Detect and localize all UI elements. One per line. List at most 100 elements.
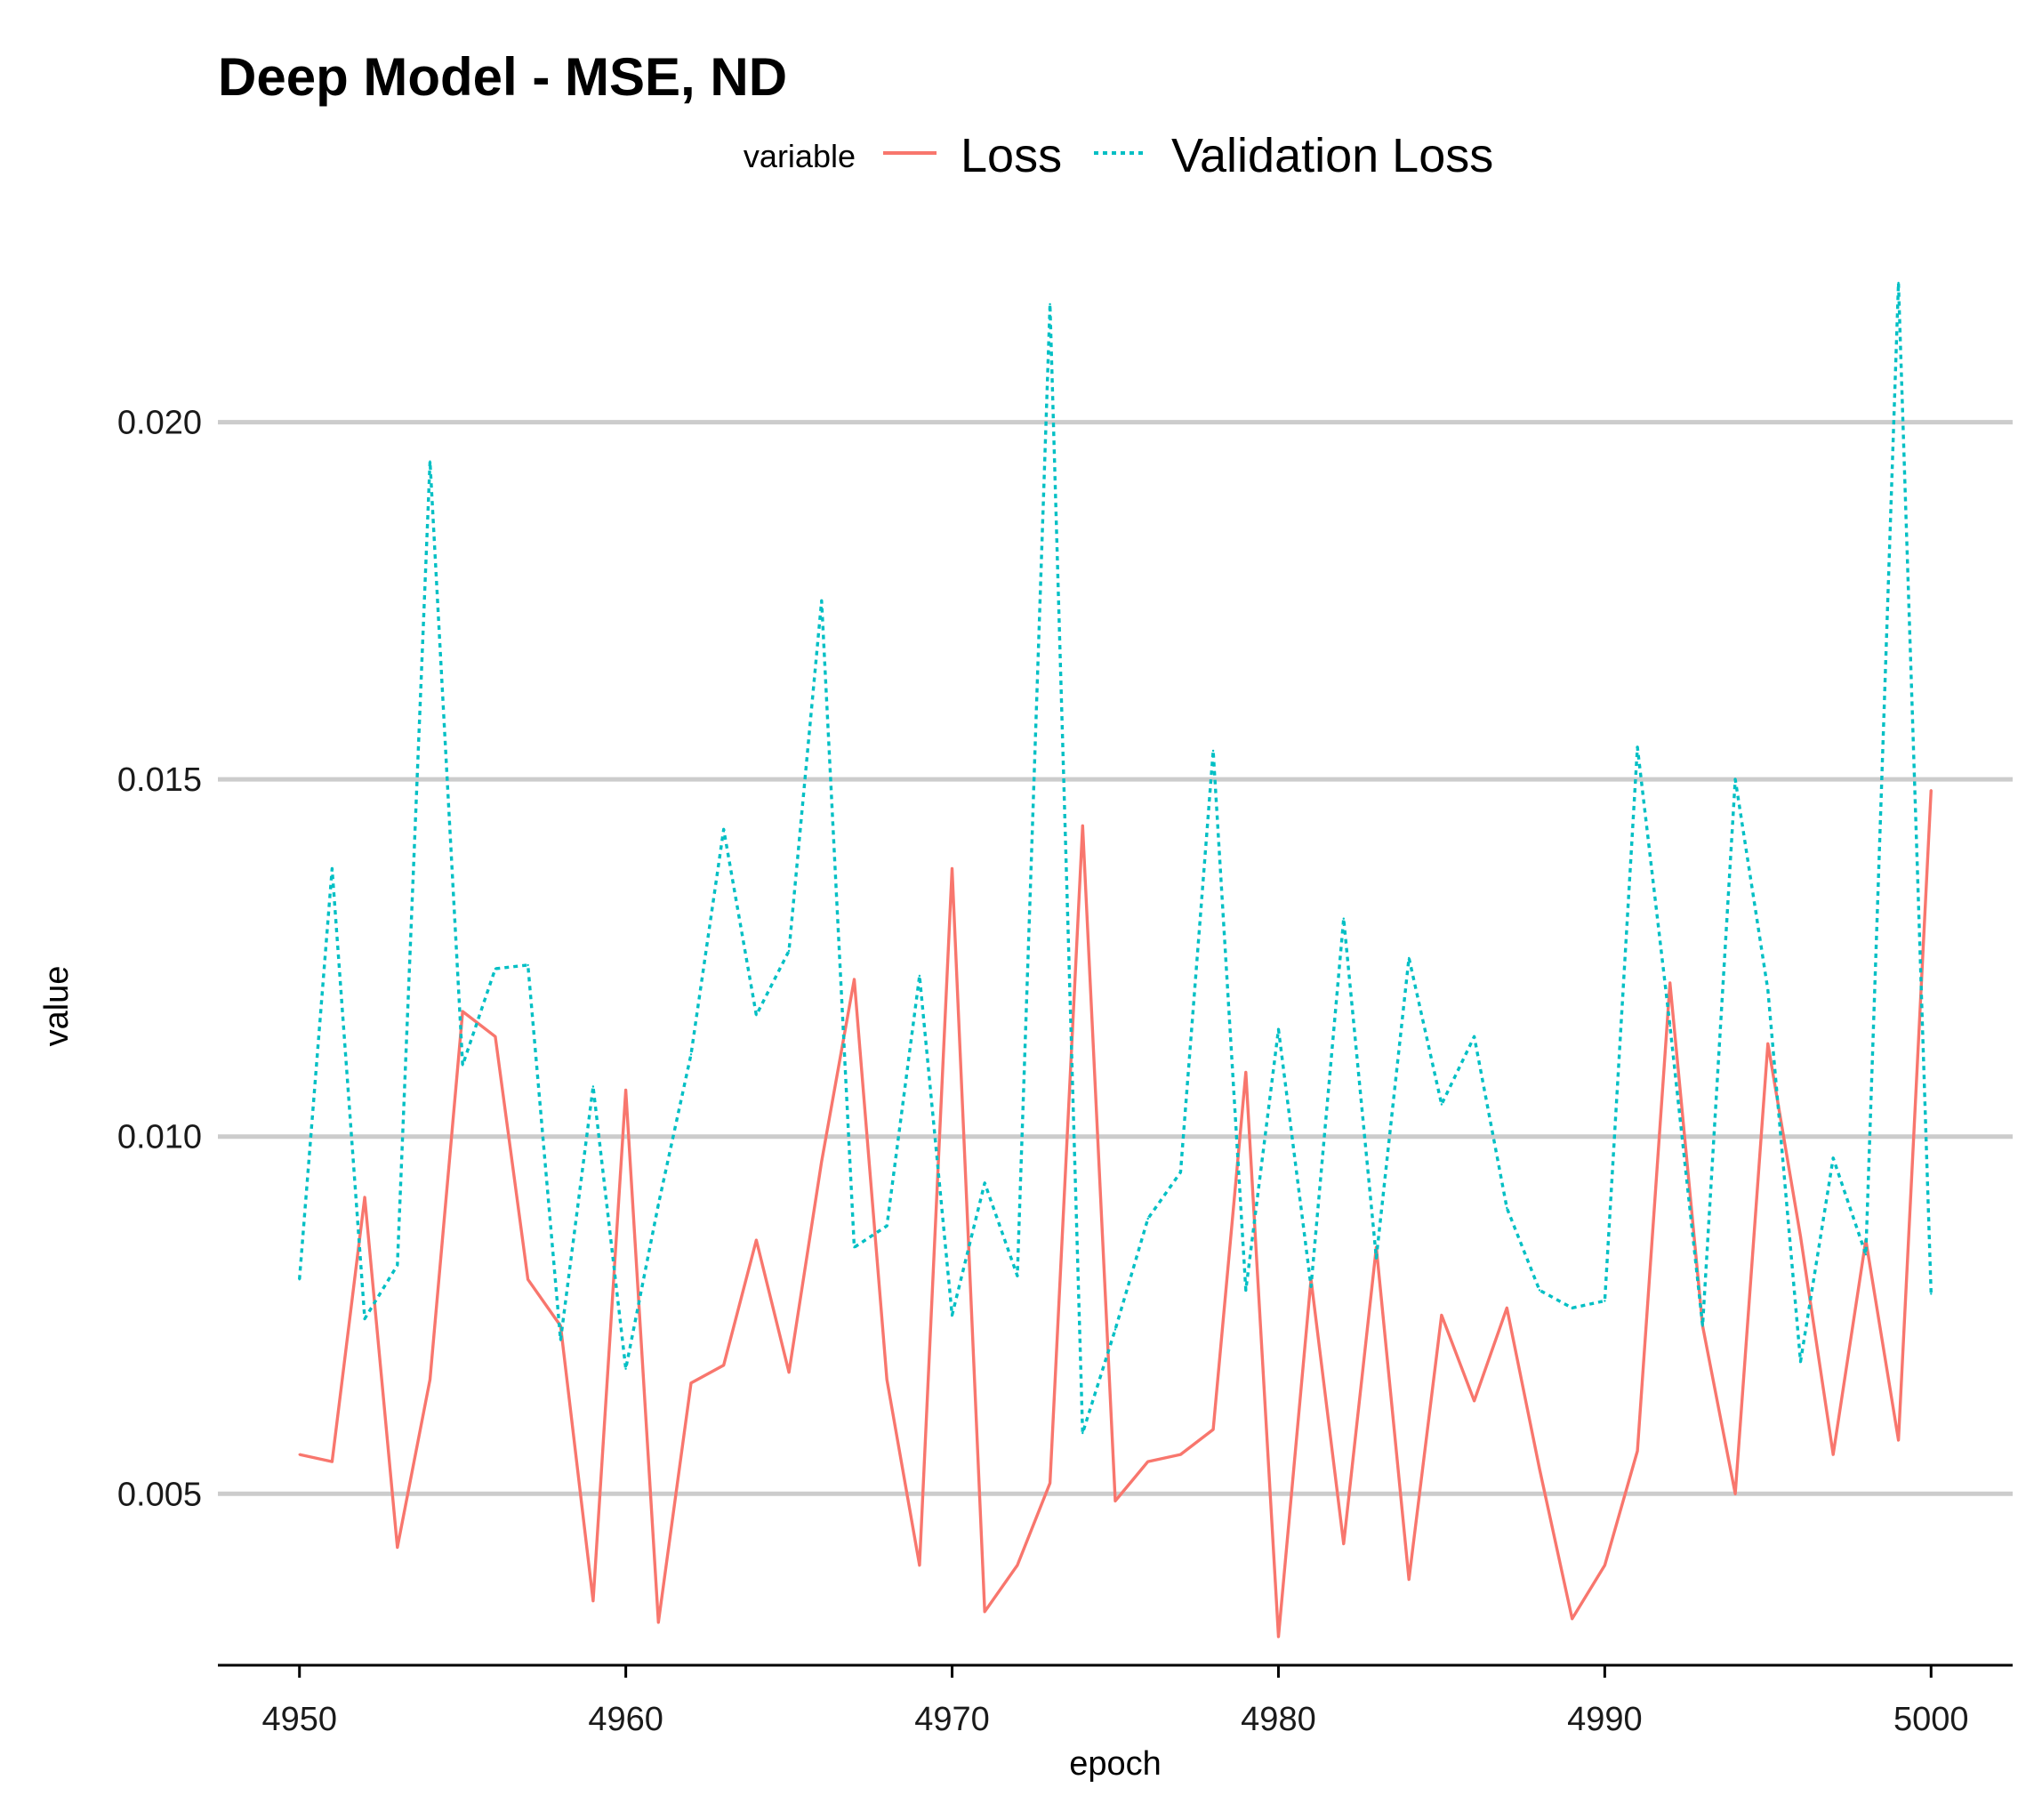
data-point-loss — [494, 1035, 497, 1038]
data-point-validation-loss — [1211, 749, 1215, 753]
series-lines — [298, 281, 1933, 1639]
data-point-validation-loss — [494, 967, 497, 970]
data-point-loss — [591, 1599, 595, 1602]
data-point-loss — [918, 1564, 921, 1566]
data-point-loss — [462, 1010, 464, 1013]
data-point-loss — [722, 1364, 725, 1366]
data-point-loss — [429, 1378, 431, 1381]
data-point-validation-loss — [1277, 1028, 1280, 1031]
data-point-loss — [1897, 1438, 1900, 1442]
y-tick-label: 0.010 — [117, 1119, 202, 1156]
data-point-validation-loss — [918, 974, 921, 978]
data-point-validation-loss — [722, 828, 725, 831]
data-point-loss — [1538, 1467, 1541, 1470]
data-point-validation-loss — [1309, 1285, 1313, 1288]
data-point-validation-loss — [1049, 302, 1051, 306]
data-point-validation-loss — [624, 1367, 627, 1370]
data-point-validation-loss — [951, 1314, 953, 1317]
x-tick-label: 5000 — [1893, 1701, 1969, 1738]
y-tick-label: 0.020 — [117, 405, 202, 442]
data-point-loss — [1113, 1500, 1117, 1502]
x-tick-label: 4980 — [1241, 1701, 1316, 1738]
data-point-validation-loss — [396, 1264, 398, 1267]
data-point-loss — [1604, 1564, 1606, 1566]
data-point-validation-loss — [1604, 1300, 1606, 1302]
data-point-validation-loss — [1733, 777, 1737, 781]
data-point-loss — [820, 1160, 823, 1164]
data-point-validation-loss — [331, 867, 334, 870]
x-axis-title: epoch — [1069, 1745, 1162, 1783]
data-point-loss — [1277, 1635, 1280, 1639]
data-point-validation-loss — [1832, 1156, 1835, 1160]
data-point-loss — [1179, 1453, 1182, 1456]
data-point-validation-loss — [559, 1339, 562, 1341]
data-point-loss — [1473, 1399, 1475, 1403]
data-point-validation-loss — [1113, 1328, 1117, 1331]
data-point-loss — [1799, 1235, 1802, 1238]
data-point-loss — [787, 1371, 791, 1373]
data-point-validation-loss — [1244, 1289, 1248, 1292]
data-point-loss — [1506, 1307, 1508, 1309]
data-point-validation-loss — [1897, 281, 1900, 285]
series-line-validation-loss — [298, 281, 1933, 1435]
data-point-validation-loss — [1081, 1431, 1084, 1435]
data-point-loss — [1766, 1043, 1770, 1045]
x-tick-label: 4970 — [914, 1701, 990, 1738]
data-point-loss — [624, 1089, 627, 1091]
data-point-validation-loss — [657, 1203, 660, 1206]
data-point-loss — [951, 867, 953, 870]
data-point-validation-loss — [1408, 956, 1411, 960]
series-line-loss — [299, 790, 1933, 1639]
data-point-loss — [1146, 1460, 1149, 1463]
x-axis-ticks: 4950 4960 4970 4980 4990 5000 — [261, 1665, 1969, 1738]
data-point-validation-loss — [527, 963, 529, 967]
data-point-validation-loss — [1864, 1253, 1868, 1256]
data-point-validation-loss — [363, 1317, 366, 1320]
data-point-loss — [1832, 1453, 1835, 1456]
x-tick-label: 4990 — [1567, 1701, 1643, 1738]
data-point-loss — [1081, 825, 1084, 827]
y-axis-ticks: 0.005 0.010 0.015 0.020 — [117, 405, 202, 1514]
data-point-loss — [886, 1378, 888, 1381]
data-point-loss — [331, 1460, 334, 1463]
data-point-validation-loss — [462, 1064, 464, 1067]
data-point-loss — [853, 978, 856, 981]
data-point-loss — [689, 1381, 693, 1385]
chart-title: Deep Model - MSE, ND — [218, 47, 788, 107]
data-point-loss — [1733, 1493, 1737, 1495]
data-point-validation-loss — [1016, 1275, 1019, 1277]
data-point-validation-loss — [1506, 1206, 1508, 1210]
data-point-loss — [298, 1453, 301, 1456]
data-point-validation-loss — [820, 600, 823, 602]
legend: variable Loss Validation Loss — [744, 129, 1493, 182]
data-point-loss — [755, 1238, 758, 1242]
data-point-validation-loss — [984, 1181, 986, 1185]
data-point-validation-loss — [886, 1224, 888, 1228]
data-point-loss — [1049, 1482, 1051, 1485]
data-point-validation-loss — [1930, 1293, 1933, 1295]
data-point-validation-loss — [787, 949, 791, 953]
data-point-loss — [396, 1546, 398, 1549]
data-point-loss — [1211, 1428, 1215, 1431]
data-point-validation-loss — [1766, 988, 1770, 992]
data-point-validation-loss — [591, 1085, 595, 1088]
data-point-loss — [1342, 1542, 1346, 1545]
data-point-loss — [1408, 1578, 1411, 1581]
data-point-validation-loss — [1375, 1257, 1378, 1260]
data-point-validation-loss — [1146, 1217, 1149, 1220]
data-point-validation-loss — [1799, 1360, 1802, 1363]
data-point-validation-loss — [1538, 1289, 1541, 1292]
data-point-validation-loss — [1342, 917, 1346, 920]
data-point-validation-loss — [298, 1278, 301, 1281]
data-point-loss — [657, 1621, 660, 1624]
data-point-loss — [1244, 1071, 1248, 1074]
data-point-loss — [363, 1196, 366, 1199]
data-point-validation-loss — [1179, 1171, 1182, 1174]
y-tick-label: 0.005 — [117, 1476, 202, 1513]
data-point-loss — [1930, 789, 1933, 792]
gridlines — [218, 420, 2013, 1496]
legend-label-loss: Loss — [961, 129, 1062, 182]
data-point-validation-loss — [689, 1053, 693, 1056]
y-tick-label: 0.015 — [117, 761, 202, 799]
